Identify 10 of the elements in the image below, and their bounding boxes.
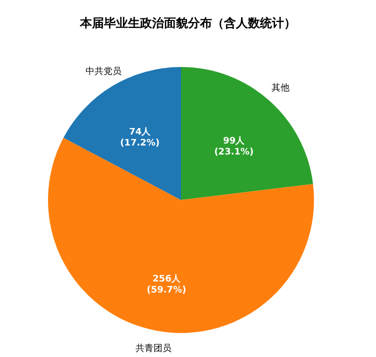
slice-label: 共青团员 [136, 342, 172, 354]
slice-label: 中共党员 [85, 66, 122, 78]
data-label: 99人 (23.1%) [214, 135, 254, 158]
slice-label: 其他 [272, 82, 290, 94]
chart-title: 本届毕业生政治面貌分布（含人数统计） [79, 16, 296, 30]
pie-slice [181, 67, 314, 200]
data-label: 256人 (59.7%) [146, 273, 186, 296]
pie-slice [48, 138, 314, 333]
data-label: 74人 (17.2%) [120, 126, 160, 149]
pie-slice [63, 67, 181, 200]
